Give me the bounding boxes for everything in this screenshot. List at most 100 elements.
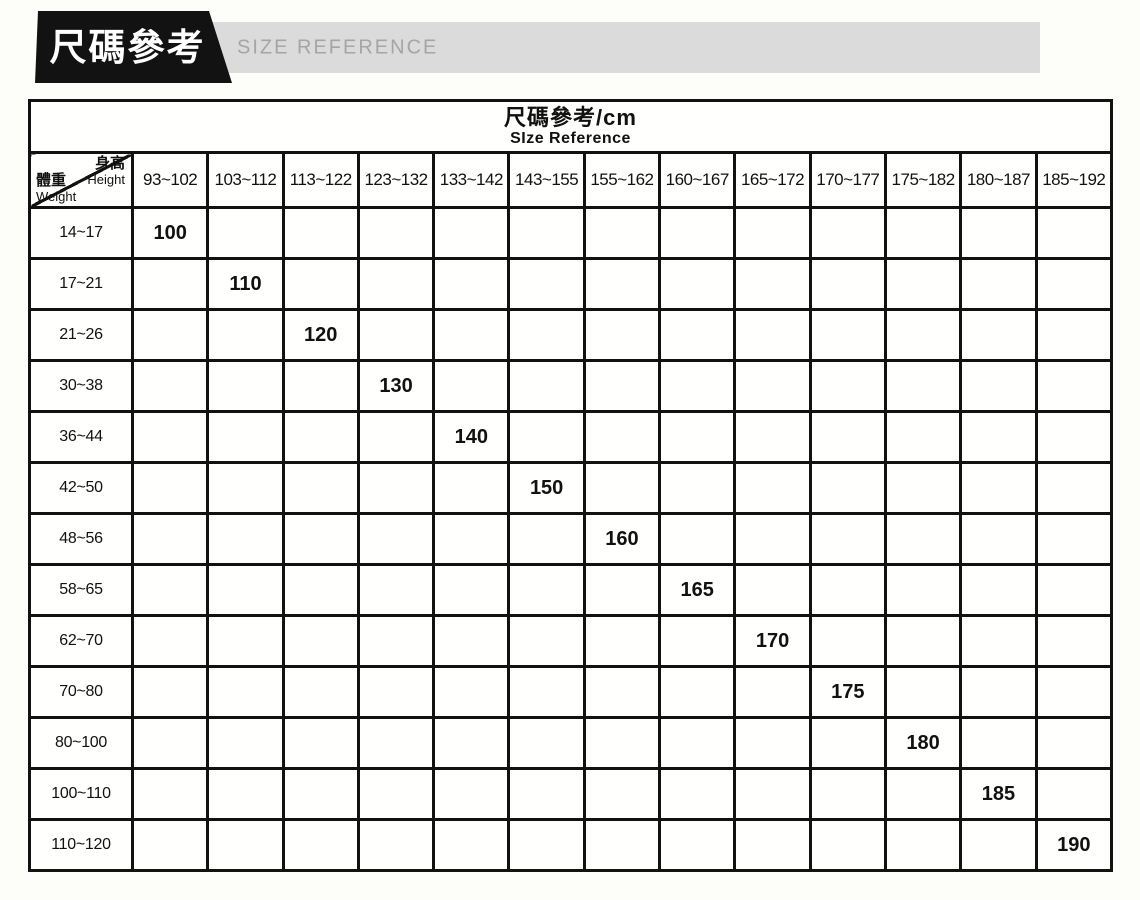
table-row: 100~110 185 xyxy=(28,767,1114,821)
empty-cell xyxy=(356,818,436,872)
size-value-cell: 130 xyxy=(356,359,436,413)
empty-cell xyxy=(130,716,210,770)
empty-cell xyxy=(582,563,662,617)
empty-cell xyxy=(883,308,963,362)
empty-cell xyxy=(281,461,360,515)
size-value-cell: 150 xyxy=(507,461,586,515)
empty-cell xyxy=(432,206,511,260)
empty-cell xyxy=(1034,359,1114,413)
empty-cell xyxy=(733,818,812,872)
empty-cell xyxy=(733,665,812,719)
height-column-header: 160~167 xyxy=(658,151,737,209)
empty-cell xyxy=(959,359,1038,413)
empty-cell xyxy=(959,563,1038,617)
banner-gray-bar: SIZE REFERENCE xyxy=(204,22,1040,73)
empty-cell xyxy=(432,818,511,872)
empty-cell xyxy=(808,614,887,668)
table-row: 62~70 170 xyxy=(28,614,1114,668)
table-title-cell: 尺碼參考/cm SIze Reference xyxy=(28,99,1113,154)
empty-cell xyxy=(356,461,436,515)
empty-cell xyxy=(808,206,887,260)
table-row: 110~120 190 xyxy=(28,818,1114,872)
empty-cell xyxy=(281,614,360,668)
empty-cell xyxy=(582,257,662,311)
height-column-header: 103~112 xyxy=(206,151,285,209)
empty-cell xyxy=(883,257,963,311)
size-value-cell: 180 xyxy=(883,716,963,770)
empty-cell xyxy=(733,257,812,311)
corner-height-label: 身高 Height xyxy=(87,155,125,187)
empty-cell xyxy=(733,308,812,362)
empty-cell xyxy=(733,563,812,617)
table-row: 80~100 180 xyxy=(28,716,1114,770)
empty-cell xyxy=(130,461,210,515)
table-title-row: 尺碼參考/cm SIze Reference xyxy=(28,99,1113,154)
empty-cell xyxy=(1034,512,1114,566)
empty-cell xyxy=(356,410,436,464)
empty-cell xyxy=(658,359,737,413)
empty-cell xyxy=(206,563,285,617)
empty-cell xyxy=(733,359,812,413)
empty-cell xyxy=(130,257,210,311)
empty-cell xyxy=(206,716,285,770)
empty-cell xyxy=(658,716,737,770)
empty-cell xyxy=(959,614,1038,668)
empty-cell xyxy=(130,410,210,464)
empty-cell xyxy=(658,257,737,311)
empty-cell xyxy=(432,257,511,311)
empty-cell xyxy=(733,410,812,464)
empty-cell xyxy=(432,767,511,821)
size-reference-table: 尺碼參考/cm SIze Reference 身高 Height 體重 Weig… xyxy=(28,99,1114,872)
empty-cell xyxy=(432,308,511,362)
table-row: 36~44 140 xyxy=(28,410,1114,464)
empty-cell xyxy=(507,614,586,668)
empty-cell xyxy=(658,308,737,362)
empty-cell xyxy=(733,767,812,821)
empty-cell xyxy=(808,563,887,617)
empty-cell xyxy=(883,563,963,617)
empty-cell xyxy=(356,716,436,770)
empty-cell xyxy=(432,563,511,617)
empty-cell xyxy=(432,512,511,566)
empty-cell xyxy=(356,665,436,719)
height-column-header: 93~102 xyxy=(130,151,210,209)
empty-cell xyxy=(206,359,285,413)
empty-cell xyxy=(658,512,737,566)
empty-cell xyxy=(1034,665,1114,719)
height-column-header: 113~122 xyxy=(281,151,360,209)
empty-cell xyxy=(1034,206,1114,260)
empty-cell xyxy=(356,767,436,821)
weight-row-header: 42~50 xyxy=(28,461,134,515)
empty-cell xyxy=(808,359,887,413)
weight-label-zh: 體重 xyxy=(36,172,67,190)
banner-black-ribbon: 尺碼參考 xyxy=(35,11,232,83)
empty-cell xyxy=(582,767,662,821)
empty-cell xyxy=(206,665,285,719)
empty-cell xyxy=(883,461,963,515)
empty-cell xyxy=(733,461,812,515)
empty-cell xyxy=(658,818,737,872)
table-row: 14~17 100 xyxy=(28,206,1114,260)
table-row: 21~26 120 xyxy=(28,308,1114,362)
empty-cell xyxy=(658,206,737,260)
empty-cell xyxy=(733,716,812,770)
diagonal-corner-cell: 身高 Height 體重 Weight xyxy=(28,151,134,209)
empty-cell xyxy=(507,563,586,617)
empty-cell xyxy=(808,767,887,821)
empty-cell xyxy=(356,257,436,311)
empty-cell xyxy=(356,512,436,566)
empty-cell xyxy=(582,818,662,872)
height-column-header: 180~187 xyxy=(959,151,1038,209)
empty-cell xyxy=(959,257,1038,311)
empty-cell xyxy=(959,818,1038,872)
empty-cell xyxy=(658,614,737,668)
empty-cell xyxy=(206,614,285,668)
empty-cell xyxy=(130,563,210,617)
empty-cell xyxy=(883,206,963,260)
table-row: 17~21 110 xyxy=(28,257,1114,311)
weight-row-header: 58~65 xyxy=(28,563,134,617)
size-value-cell: 190 xyxy=(1034,818,1114,872)
empty-cell xyxy=(658,461,737,515)
empty-cell xyxy=(883,818,963,872)
table-row: 58~65 165 xyxy=(28,563,1114,617)
